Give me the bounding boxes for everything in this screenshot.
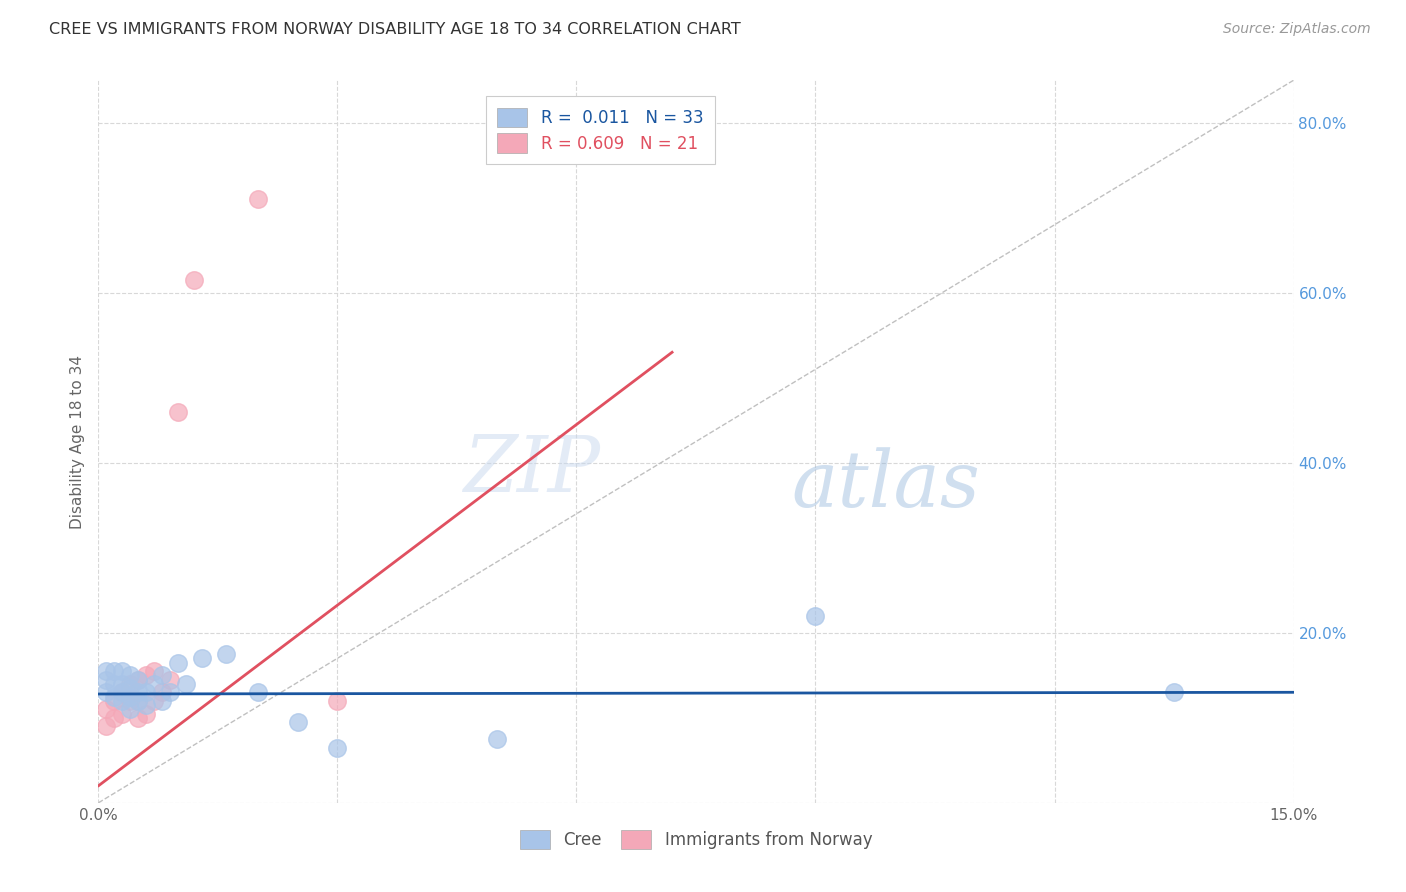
Point [135,698,157,712]
Point [96,702,118,716]
Point [127,694,149,708]
Point [120,702,142,716]
Point [159,673,181,687]
Point [111,685,134,699]
Point [96,664,118,678]
Point [1163,685,1185,699]
Point [96,719,118,733]
Point [120,668,142,682]
Point [135,685,157,699]
Point [143,694,166,708]
Point [174,677,197,691]
Point [120,677,142,691]
Point [143,664,166,678]
Point [103,694,125,708]
Point [111,706,134,721]
Point [111,664,134,678]
Point [143,677,166,691]
Point [127,711,149,725]
Point [120,694,142,708]
Point [127,694,149,708]
Point [150,694,173,708]
Text: ZIP: ZIP [463,433,600,508]
Point [246,192,269,206]
Point [167,656,190,670]
Point [246,685,269,699]
Point [111,677,134,691]
Point [127,673,149,687]
Point [183,273,205,287]
Point [103,711,125,725]
Point [96,685,118,699]
Point [120,681,142,695]
Point [120,690,142,704]
Point [150,668,173,682]
Point [326,694,349,708]
Point [804,608,827,623]
Point [111,685,134,699]
Y-axis label: Disability Age 18 to 34: Disability Age 18 to 34 [69,354,84,529]
Point [215,647,238,661]
Point [111,694,134,708]
Point [135,668,157,682]
Point [96,673,118,687]
Point [103,677,125,691]
Point [167,405,190,419]
Point [159,685,181,699]
Point [191,651,214,665]
Point [103,664,125,678]
Point [127,685,149,699]
Point [287,714,309,729]
Point [103,690,125,704]
Point [326,740,349,755]
Point [150,685,173,699]
Text: CREE VS IMMIGRANTS FROM NORWAY DISABILITY AGE 18 TO 34 CORRELATION CHART: CREE VS IMMIGRANTS FROM NORWAY DISABILIT… [49,22,741,37]
Point [135,706,157,721]
Legend: Cree, Immigrants from Norway: Cree, Immigrants from Norway [513,823,879,856]
Text: atlas: atlas [792,447,980,523]
Point [127,673,149,687]
Text: Source: ZipAtlas.com: Source: ZipAtlas.com [1223,22,1371,37]
Point [485,732,508,747]
